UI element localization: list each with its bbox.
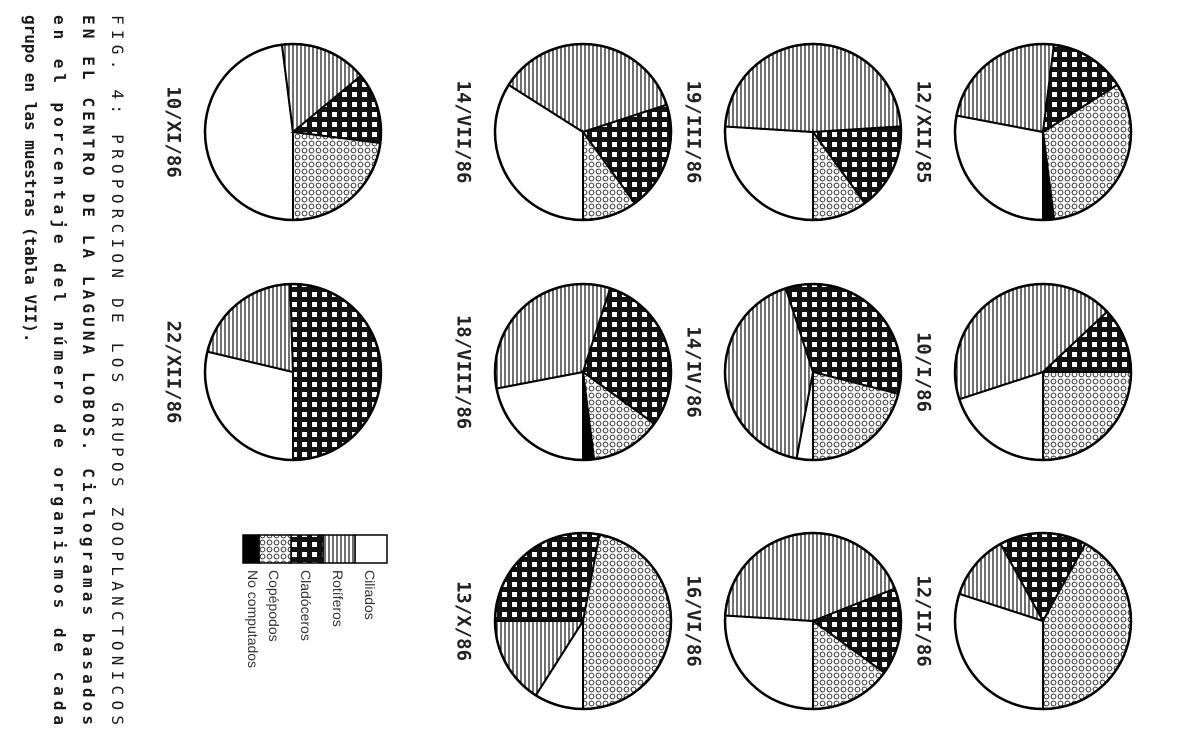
pie-14-vii-86: 14/VII/86 [453, 42, 673, 222]
legend-swatch-cladoceros [290, 534, 324, 564]
pie-date-label: 19/III/86 [683, 81, 705, 184]
pie-date-label: 18/VIII/86 [453, 315, 475, 429]
pie-outline [953, 42, 1133, 222]
figure-caption: FIG. 4: PROPORCION DE LOS GRUPOS ZOOPLAN… [21, 15, 127, 725]
pie-outline [493, 282, 673, 462]
pie-outline [493, 42, 673, 222]
pie-16-vi-86: 16/VI/86 [683, 531, 903, 711]
caption-line-4: grupo en las muestras (tabla VII). [21, 15, 40, 343]
pie-13-x-86: 13/X/86 [453, 531, 673, 711]
pie-date-label: 14/IV/86 [683, 326, 705, 418]
legend-label-cladoceros: Cladóceros [298, 570, 314, 641]
pie-slice-copepodos [582, 533, 672, 711]
pie-outline [493, 531, 673, 711]
pie-grid: 12/XII/85 10/I/86 12/II/86 19/III/86 14/IV/8… [163, 42, 1133, 711]
legend-label-no-computados: No computados [245, 570, 261, 668]
pie-12-ii-86: 12/II/86 [913, 531, 1133, 711]
pie-12-xii-85: 12/XII/85 [913, 42, 1133, 222]
pie-date-label: 14/VII/86 [453, 81, 475, 184]
pie-22-xii-86: 22/XII/86 [163, 282, 383, 462]
pie-14-iv-86: 14/IV/86 [683, 282, 903, 462]
pie-date-label: 10/XI/86 [163, 86, 185, 178]
pie-outline [953, 282, 1133, 462]
legend-swatch-rotiferos [322, 534, 356, 564]
pie-18-viii-86: 18/VIII/86 [453, 282, 673, 462]
legend-label-ciliados: Ciliados [362, 570, 378, 620]
pie-19-iii-86: 19/III/86 [683, 42, 903, 222]
pie-date-label: 12/II/86 [913, 575, 935, 667]
pie-slice-copepodos [292, 130, 382, 222]
pie-slice-cladoceros [493, 532, 601, 622]
pie-date-label: 16/VI/86 [683, 575, 705, 667]
legend-swatch-copepodos [258, 534, 292, 564]
pie-10-xi-86: 10/XI/86 [163, 42, 383, 222]
caption-line-2: EN EL CENTRO DE LA LAGUNA LOBOS. Ciclogr… [79, 15, 98, 725]
caption-line-1: FIG. 4: PROPORCION DE LOS GRUPOS ZOOPLAN… [108, 15, 127, 725]
pie-date-label: 13/X/86 [453, 581, 475, 661]
legend-label-copepodos: Copépodos [266, 570, 282, 642]
pie-date-label: 22/XII/86 [163, 321, 185, 424]
pie-outline [203, 282, 383, 462]
pie-date-label: 10/I/86 [913, 332, 935, 412]
pie-outline [723, 42, 903, 222]
pie-slice-ciliados [954, 114, 1044, 222]
pie-date-label: 12/XII/85 [913, 81, 935, 184]
legend-swatch-ciliados [354, 534, 388, 564]
pie-outline [203, 42, 383, 222]
legend-swatch-no-computados [242, 534, 260, 564]
legend-label-rotiferos: Rotíferos [330, 570, 346, 627]
pie-10-i-86: 10/I/86 [913, 282, 1133, 462]
pie-slice-ciliados [203, 43, 294, 222]
legend: Ciliados Rotíferos Cladóceros Copépodos … [242, 534, 388, 668]
pie-slice-cladoceros [289, 283, 382, 462]
pie-outline [953, 531, 1133, 711]
pie-slice-rotiferos [724, 42, 902, 134]
pie-outline [723, 282, 903, 462]
pie-slice-ciliados [724, 614, 814, 711]
pie-outline [723, 531, 903, 711]
pie-slice-rotiferos [955, 43, 1056, 134]
pie-slice-ciliados [724, 125, 814, 222]
caption-line-3: en el porcentaje del número de organismo… [50, 15, 69, 725]
